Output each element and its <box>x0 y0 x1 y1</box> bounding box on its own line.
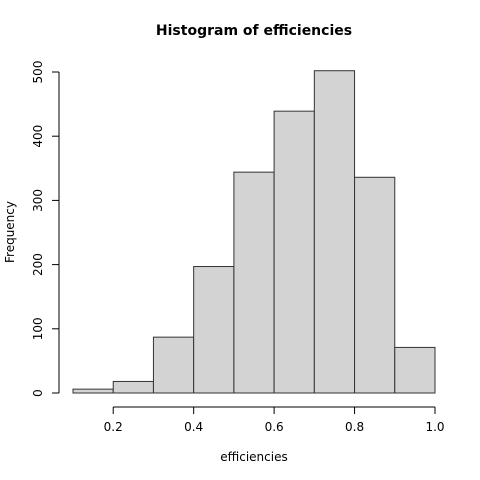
y-tick-label: 500 <box>31 61 45 84</box>
x-tick-label: 1.0 <box>425 420 444 434</box>
y-tick-label: 100 <box>31 317 45 340</box>
y-tick-label: 200 <box>31 253 45 276</box>
histogram-bar <box>273 110 315 394</box>
chart-title: Histogram of efficiencies <box>156 23 352 39</box>
histogram-bar <box>394 346 436 394</box>
bars-group <box>72 70 436 394</box>
x-axis-label: efficiencies <box>220 450 287 464</box>
y-axis: 0 100 200 300 400 500 <box>31 61 60 397</box>
histogram-bar <box>112 380 154 394</box>
y-tick-label: 0 <box>31 389 45 397</box>
y-tick-label: 300 <box>31 189 45 212</box>
histogram-bar <box>233 171 275 394</box>
histogram-bar <box>72 388 114 394</box>
x-tick-label: 0.8 <box>345 420 364 434</box>
histogram-bar <box>193 266 235 394</box>
y-tick-label: 400 <box>31 125 45 148</box>
x-tick-label: 0.4 <box>184 420 203 434</box>
histogram-bar <box>313 70 356 394</box>
y-axis-label: Frequency <box>3 201 17 263</box>
x-tick-label: 0.6 <box>265 420 284 434</box>
histogram-bar <box>152 336 195 394</box>
x-tick-label: 0.2 <box>104 420 123 434</box>
x-axis: 0.2 0.4 0.6 0.8 1.0 <box>104 406 445 434</box>
histogram-bar <box>354 176 396 394</box>
